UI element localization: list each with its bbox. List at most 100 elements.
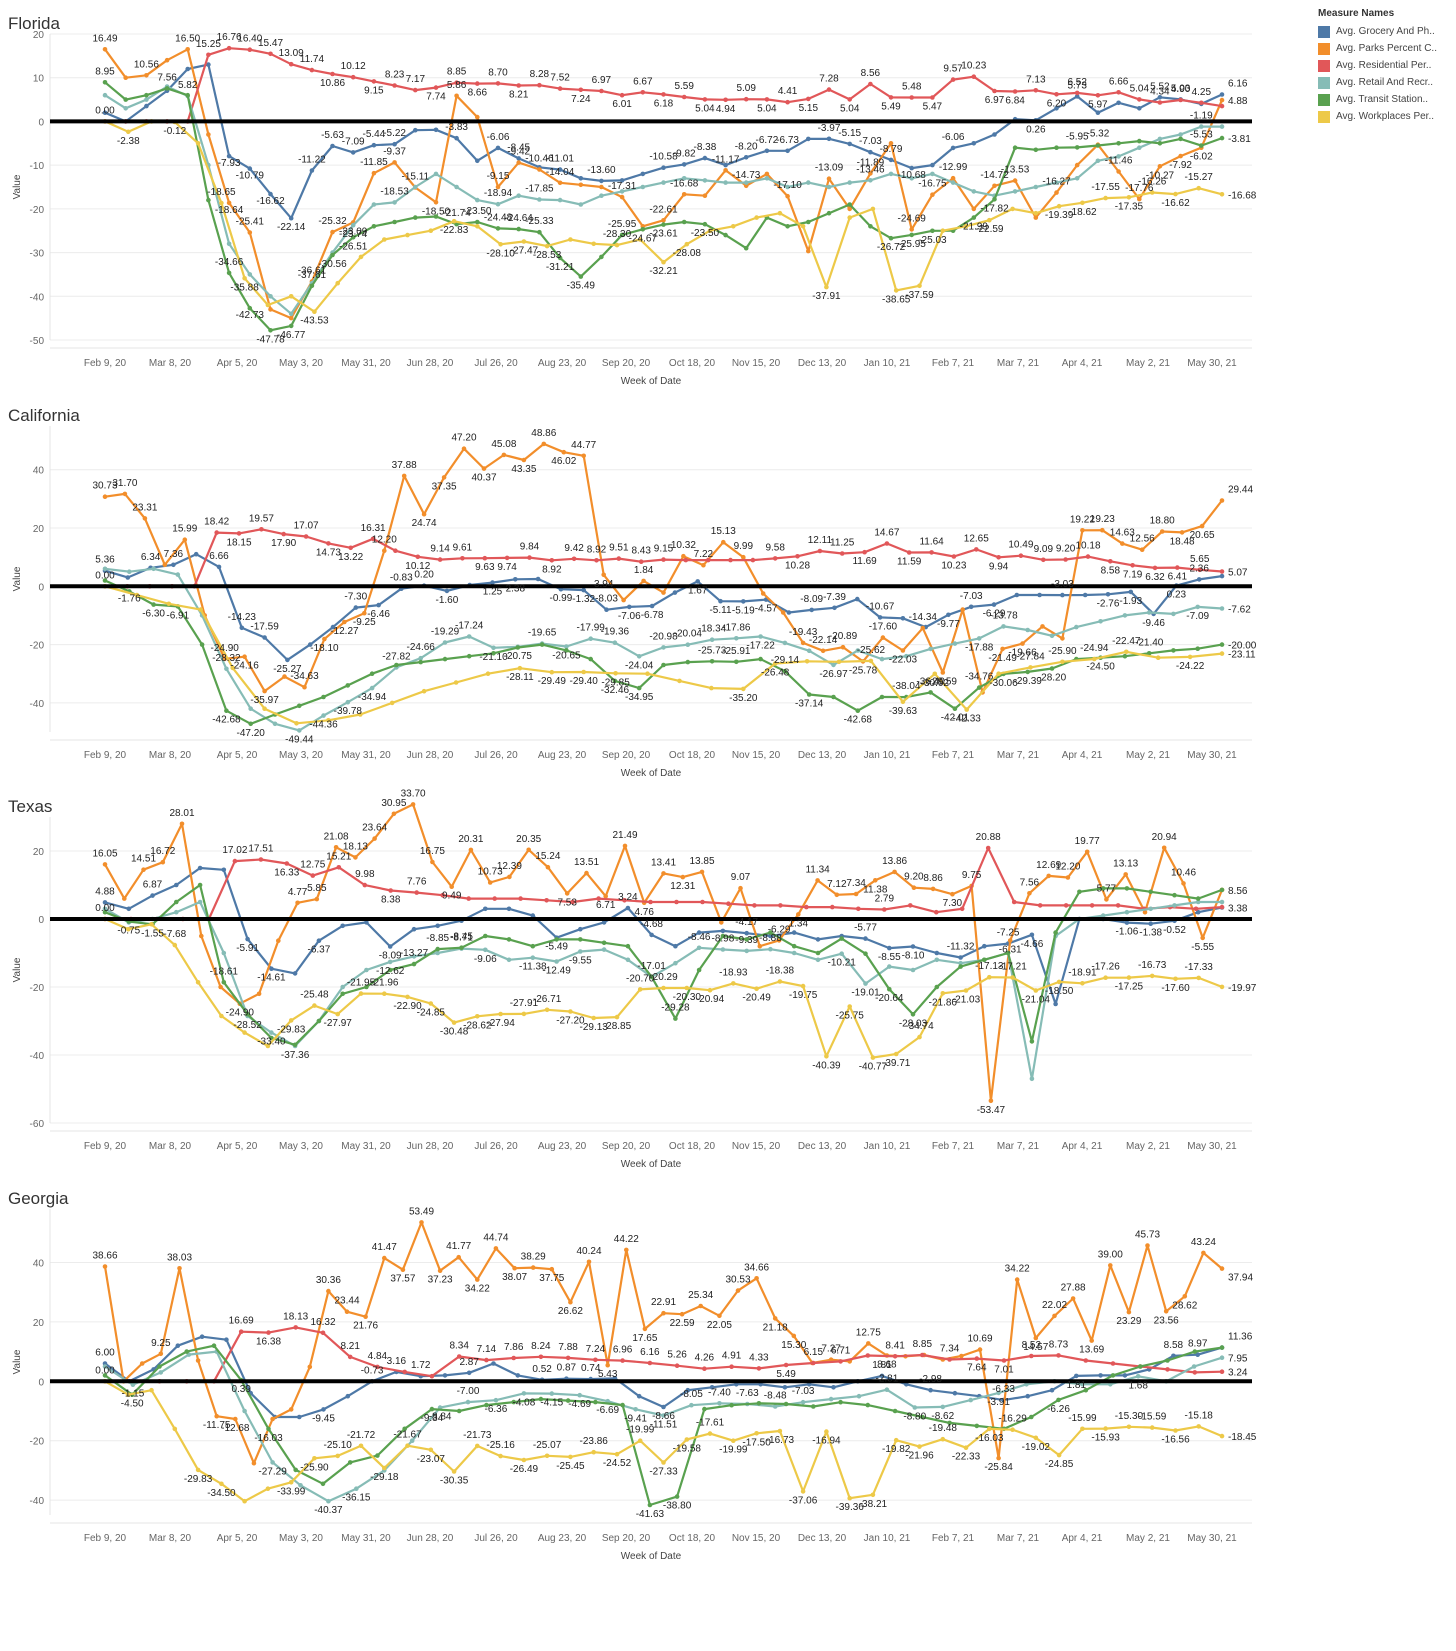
data-point[interactable] bbox=[122, 491, 128, 497]
data-point[interactable] bbox=[888, 157, 894, 163]
data-point[interactable] bbox=[340, 991, 346, 997]
data-point[interactable] bbox=[435, 946, 441, 952]
data-point[interactable] bbox=[719, 920, 724, 925]
data-point[interactable] bbox=[847, 1495, 852, 1501]
data-point[interactable] bbox=[847, 180, 852, 185]
data-point[interactable] bbox=[1196, 1424, 1201, 1429]
data-point[interactable] bbox=[976, 685, 982, 690]
data-point[interactable] bbox=[729, 1364, 734, 1369]
data-point[interactable] bbox=[605, 1362, 610, 1368]
data-point[interactable] bbox=[1033, 184, 1039, 190]
data-point[interactable] bbox=[1054, 180, 1059, 185]
data-point[interactable] bbox=[1084, 849, 1090, 855]
data-point[interactable] bbox=[530, 913, 536, 918]
data-point[interactable] bbox=[1130, 563, 1135, 568]
data-point[interactable] bbox=[702, 193, 708, 198]
data-point[interactable] bbox=[705, 557, 711, 563]
data-point[interactable] bbox=[537, 229, 542, 235]
data-point[interactable] bbox=[442, 1373, 448, 1378]
data-point[interactable] bbox=[963, 1445, 969, 1450]
data-point[interactable] bbox=[636, 654, 642, 659]
data-point[interactable] bbox=[1010, 206, 1015, 212]
series-line[interactable] bbox=[105, 1326, 1223, 1383]
data-point[interactable] bbox=[195, 1467, 201, 1473]
data-point[interactable] bbox=[838, 1359, 843, 1364]
data-point[interactable] bbox=[909, 176, 914, 181]
data-point[interactable] bbox=[791, 943, 797, 949]
data-point[interactable] bbox=[1095, 93, 1101, 98]
data-point[interactable] bbox=[940, 1436, 946, 1442]
data-point[interactable] bbox=[320, 1330, 326, 1336]
data-point[interactable] bbox=[1010, 1427, 1015, 1432]
data-point[interactable] bbox=[785, 184, 790, 190]
data-point[interactable] bbox=[297, 703, 302, 709]
data-point[interactable] bbox=[971, 215, 977, 220]
data-point[interactable] bbox=[513, 577, 518, 582]
data-point[interactable] bbox=[977, 1347, 983, 1352]
data-point[interactable] bbox=[754, 1276, 759, 1281]
data-point[interactable] bbox=[892, 1354, 898, 1359]
data-point[interactable] bbox=[285, 657, 290, 663]
data-point[interactable] bbox=[102, 1264, 108, 1269]
data-point[interactable] bbox=[461, 446, 467, 452]
data-point[interactable] bbox=[265, 1486, 271, 1491]
data-point[interactable] bbox=[199, 642, 205, 647]
data-point[interactable] bbox=[411, 961, 417, 967]
data-point[interactable] bbox=[312, 1456, 317, 1461]
data-point[interactable] bbox=[578, 176, 584, 181]
data-point[interactable] bbox=[709, 685, 714, 691]
data-point[interactable] bbox=[930, 228, 935, 234]
data-point[interactable] bbox=[475, 114, 480, 120]
data-point[interactable] bbox=[731, 224, 736, 229]
legend-item[interactable]: Avg. Workplaces Per.. bbox=[1318, 108, 1454, 125]
data-point[interactable] bbox=[517, 665, 523, 671]
data-point[interactable] bbox=[661, 1460, 666, 1465]
data-point[interactable] bbox=[172, 942, 178, 948]
data-point[interactable] bbox=[429, 1406, 435, 1412]
data-point[interactable] bbox=[382, 237, 387, 242]
data-point[interactable] bbox=[1137, 106, 1142, 111]
data-point[interactable] bbox=[640, 184, 646, 190]
data-point[interactable] bbox=[1178, 132, 1183, 137]
data-point[interactable] bbox=[578, 202, 584, 207]
data-point[interactable] bbox=[661, 218, 666, 223]
data-point[interactable] bbox=[1191, 1364, 1197, 1369]
data-point[interactable] bbox=[920, 1352, 925, 1358]
data-point[interactable] bbox=[879, 694, 885, 700]
data-point[interactable] bbox=[647, 1502, 653, 1508]
data-point[interactable] bbox=[487, 880, 493, 885]
data-point[interactable] bbox=[362, 882, 368, 888]
data-point[interactable] bbox=[242, 1498, 247, 1504]
data-point[interactable] bbox=[1219, 135, 1225, 141]
data-point[interactable] bbox=[363, 1314, 368, 1319]
data-point[interactable] bbox=[768, 933, 773, 939]
data-point[interactable] bbox=[316, 1018, 322, 1024]
data-point[interactable] bbox=[298, 1483, 303, 1488]
data-point[interactable] bbox=[224, 708, 229, 713]
data-point[interactable] bbox=[826, 87, 832, 92]
data-point[interactable] bbox=[219, 1481, 224, 1487]
data-point[interactable] bbox=[680, 874, 686, 880]
data-point[interactable] bbox=[831, 694, 836, 700]
data-point[interactable] bbox=[599, 178, 604, 184]
data-point[interactable] bbox=[743, 245, 749, 251]
data-point[interactable] bbox=[806, 248, 811, 254]
data-point[interactable] bbox=[811, 1404, 816, 1409]
data-point[interactable] bbox=[248, 706, 253, 711]
data-point[interactable] bbox=[358, 991, 364, 996]
data-point[interactable] bbox=[102, 566, 108, 572]
data-point[interactable] bbox=[1126, 1424, 1132, 1430]
data-point[interactable] bbox=[1110, 1373, 1116, 1378]
data-point[interactable] bbox=[516, 156, 521, 161]
data-point[interactable] bbox=[613, 671, 618, 676]
data-point[interactable] bbox=[1014, 1277, 1020, 1282]
data-point[interactable] bbox=[454, 184, 459, 190]
data-point[interactable] bbox=[413, 215, 418, 220]
data-point[interactable] bbox=[288, 1480, 294, 1485]
data-point[interactable] bbox=[465, 1399, 471, 1405]
data-point[interactable] bbox=[554, 937, 559, 942]
data-point[interactable] bbox=[354, 1486, 359, 1491]
data-point[interactable] bbox=[392, 160, 397, 165]
data-point[interactable] bbox=[1085, 554, 1091, 559]
data-point[interactable] bbox=[996, 1390, 1001, 1396]
